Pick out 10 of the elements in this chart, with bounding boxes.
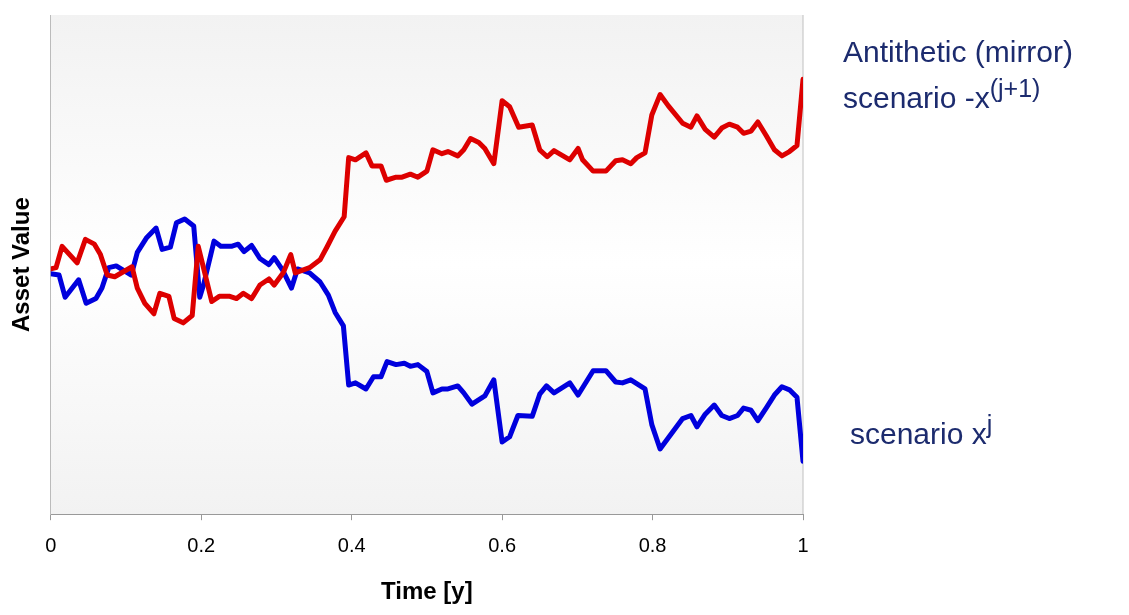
- series-label: Antithetic (mirror) scenario -x$^{(j+1)}$: [843, 34, 1075, 117]
- x-tick-label: 0: [45, 533, 57, 556]
- x-axis-title: Time [y]: [381, 577, 473, 605]
- x-tick-label: 0.2: [187, 533, 216, 556]
- x-tick-label: 0.8: [638, 533, 667, 556]
- series-label: scenario x$^{j}$: [850, 409, 994, 453]
- y-axis-title: Asset Value: [7, 197, 35, 332]
- x-tick-label: 0.6: [488, 533, 517, 556]
- x-tick-label: 1: [797, 533, 809, 556]
- x-tick-label: 0.4: [337, 533, 366, 556]
